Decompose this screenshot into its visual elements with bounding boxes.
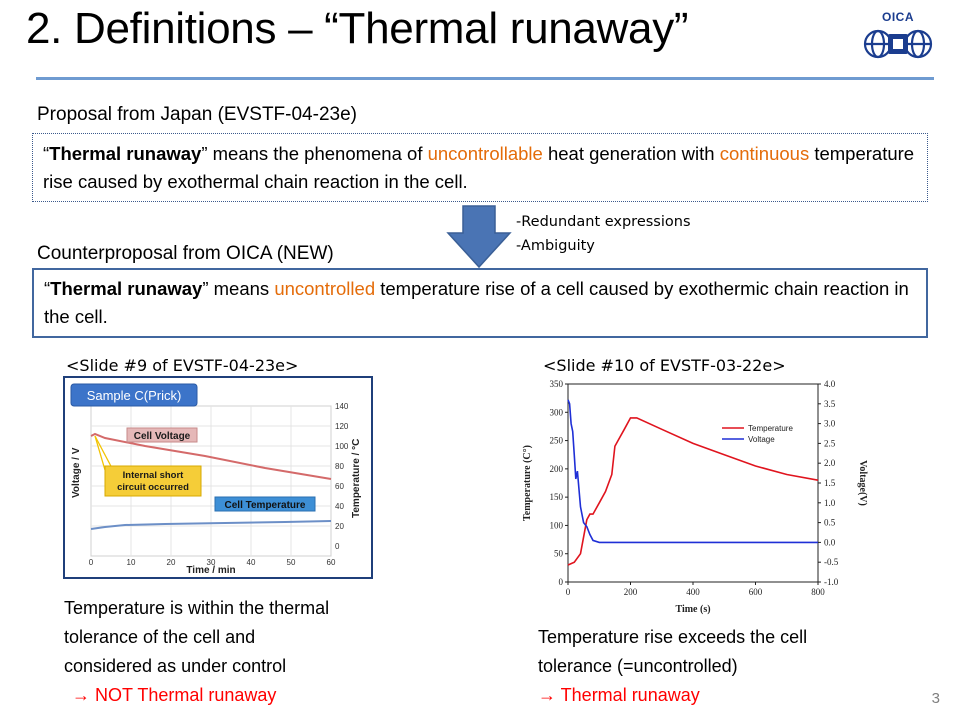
slide9-xtick: 30 xyxy=(207,558,216,567)
y2-tick-label: 0.5 xyxy=(824,518,836,528)
down-arrow-icon xyxy=(446,205,512,269)
title-divider xyxy=(36,77,934,80)
series-line-voltage xyxy=(567,399,818,544)
slide9-rtick: 120 xyxy=(335,422,349,431)
slide9-caption-verdict: → NOT Thermal runaway xyxy=(72,685,277,705)
slide9-caption-line-3: considered as under control xyxy=(64,656,287,676)
counterproposal-definition-box: “Thermal runaway” means uncontrolled tem… xyxy=(32,268,928,338)
slide9-caption-line-2: tolerance of the cell and xyxy=(64,627,256,647)
slide9-xtick: 20 xyxy=(167,558,176,567)
y2-tick-label: -1.0 xyxy=(824,577,839,587)
y2-tick-label: -0.5 xyxy=(824,557,839,567)
y-axis-label: Temperature (C°) xyxy=(522,445,533,521)
y-tick-label: 100 xyxy=(550,520,564,530)
y2-tick-label: 3.5 xyxy=(824,399,836,409)
proposal-text-1: ” means the phenomena of xyxy=(201,143,428,164)
note-ambiguity: -Ambiguity xyxy=(516,238,595,254)
note-redundant: -Redundant expressions xyxy=(516,214,691,230)
counter-open-quote: “ xyxy=(44,278,51,299)
y2-tick-label: 1.5 xyxy=(824,478,836,488)
slide9-rtick: 0 xyxy=(335,542,340,551)
proposal-label: Proposal from Japan (EVSTF-04-23e) xyxy=(37,104,357,125)
slide9-rtick: 100 xyxy=(335,442,349,451)
legend-label: Voltage xyxy=(748,435,775,444)
slide9-ylabel-right: Temperature / °C xyxy=(351,439,362,518)
slide9-rtick: 40 xyxy=(335,502,344,511)
y-tick-label: 150 xyxy=(550,492,564,502)
slide9-xtick: 50 xyxy=(287,558,296,567)
slide9-xtick: 0 xyxy=(89,558,94,567)
slide9-cell-temp-label: Cell Temperature xyxy=(225,500,306,511)
y-tick-label: 250 xyxy=(550,436,564,446)
slide9-rtick: 80 xyxy=(335,462,344,471)
page-number: 3 xyxy=(931,690,940,707)
x-tick-label: 800 xyxy=(811,587,825,597)
x-tick-label: 200 xyxy=(624,587,638,597)
slide9-rtick: 60 xyxy=(335,482,344,491)
slide9-short-label-1: Internal short xyxy=(123,470,185,481)
y2-tick-label: 2.0 xyxy=(824,458,836,468)
slide9-rtick: 20 xyxy=(335,522,344,531)
chart-frame xyxy=(567,383,819,583)
y-tick-label: 0 xyxy=(559,577,564,587)
slide10-caption-verdict: → Thermal runaway xyxy=(538,685,700,705)
oica-globe-logo-icon xyxy=(863,29,933,59)
x-tick-label: 0 xyxy=(566,587,571,597)
slide9-caption-line-1: Temperature is within the thermal xyxy=(64,598,330,618)
slide10-chart: 0 50 100 150 200 250 300 350 0 200 400 600 800 4.0 3.5… xyxy=(522,379,868,615)
slide9-short-label-2: circuit occurred xyxy=(117,482,189,493)
slide9-xtick: 60 xyxy=(327,558,336,567)
proposal-highlight-continuous: continuous xyxy=(719,143,810,164)
slide9-xtick: 10 xyxy=(127,558,136,567)
slide9-label: <Slide #9 of EVSTF-04-23e> xyxy=(66,356,299,375)
legend-label: Temperature xyxy=(748,424,793,433)
counter-term: Thermal runaway xyxy=(50,278,203,299)
y-tick-label: 50 xyxy=(554,549,564,559)
series-line-temperature xyxy=(567,417,819,566)
proposal-definition-box: “Thermal runaway” means the phenomena of… xyxy=(32,133,928,202)
slide9-chart-image: Sample C(Prick) Cell Voltage Internal sh… xyxy=(65,378,371,577)
y-tick-label: 350 xyxy=(550,379,564,389)
y-tick-label: 300 xyxy=(550,407,564,417)
page-title: 2. Definitions – “Thermal runaway” xyxy=(26,4,689,53)
y2-tick-label: 4.0 xyxy=(824,379,836,389)
logo-text: OICA xyxy=(882,10,914,24)
y2-tick-label: 3.0 xyxy=(824,419,836,429)
slide9-rtick: 140 xyxy=(335,402,349,411)
slide10-figure: 0 50 100 150 200 250 300 350 0 200 400 600 800 4.0 3.5… xyxy=(512,376,868,616)
slide10-label: <Slide #10 of EVSTF-03-22e> xyxy=(543,356,786,375)
proposal-open-quote: “ xyxy=(43,143,50,164)
oica-logo: OICA xyxy=(862,10,934,66)
x-tick-label: 400 xyxy=(686,587,700,597)
y2-axis-label: Voltage(V) xyxy=(857,460,868,506)
slide10-caption-line-2: tolerance (=uncontrolled) xyxy=(538,656,738,676)
proposal-text-3: temperature rise caused by exothermal ch… xyxy=(43,143,915,192)
x-axis-label: Time (s) xyxy=(675,604,710,615)
counter-text-1: ” means xyxy=(202,278,275,299)
y-tick-label: 200 xyxy=(550,464,564,474)
y2-tick-label: 1.0 xyxy=(824,498,836,508)
slide9-cell-voltage-label: Cell Voltage xyxy=(134,431,191,442)
slide9-ylabel-left: Voltage / V xyxy=(71,447,82,498)
notes-list: -Redundant expressions -Ambiguity xyxy=(516,210,691,258)
counterproposal-label: Counterproposal from OICA (NEW) xyxy=(37,243,334,264)
counter-text-2: temperature rise of a cell caused by exo… xyxy=(44,278,909,327)
y2-tick-label: 0.0 xyxy=(824,537,836,547)
slide9-caption: Temperature is within the thermal tolera… xyxy=(64,594,329,710)
slide9-figure: Sample C(Prick) Cell Voltage Internal sh… xyxy=(63,376,373,579)
slide9-xlabel: Time / min xyxy=(186,565,235,576)
counter-highlight-uncontrolled: uncontrolled xyxy=(274,278,376,299)
slide9-badge: Sample C(Prick) xyxy=(87,388,182,403)
proposal-highlight-uncontrollable: uncontrollable xyxy=(427,143,543,164)
proposal-text-2: heat generation with xyxy=(542,143,720,164)
proposal-term: Thermal runaway xyxy=(49,143,202,164)
x-tick-label: 600 xyxy=(749,587,763,597)
slide9-xtick: 40 xyxy=(247,558,256,567)
y2-tick-label: 2.5 xyxy=(824,438,836,448)
slide10-caption-line-1: Temperature rise exceeds the cell xyxy=(538,627,808,647)
slide10-caption: Temperature rise exceeds the cell tolera… xyxy=(538,623,807,710)
